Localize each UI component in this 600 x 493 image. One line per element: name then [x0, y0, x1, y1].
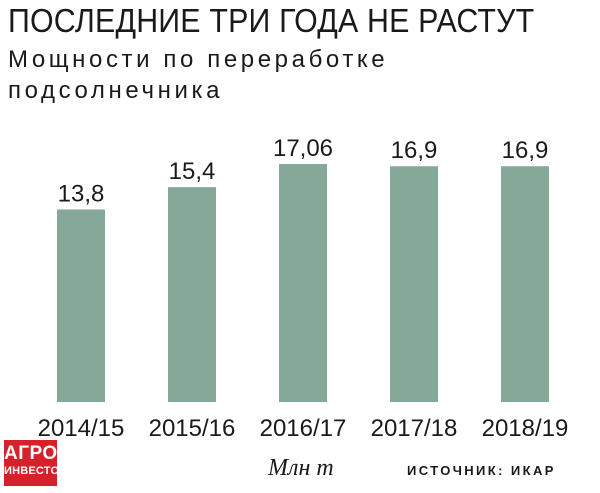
logo-line-2: ИНВЕСТОР [4, 465, 67, 477]
value-label: 16,9 [391, 137, 438, 164]
source-note: ИСТОЧНИК: ИКАР [407, 463, 556, 478]
logo-line-1: АГРО [4, 443, 58, 464]
x-tick-label: 2018/19 [482, 415, 569, 442]
unit-label: Млн т [268, 455, 334, 481]
x-tick-label: 2015/16 [149, 415, 236, 442]
value-label: 16,9 [502, 137, 549, 164]
value-label: 15,4 [169, 158, 216, 185]
chart-title: ПОСЛЕДНИЕ ТРИ ГОДА НЕ РАСТУТ [8, 2, 535, 39]
chart-subtitle: Мощности по переработке подсолнечника [8, 46, 389, 104]
bar-2015-16 [168, 187, 216, 402]
x-tick-label: 2016/17 [260, 415, 347, 442]
bar-2017-18 [390, 166, 438, 402]
x-tick-label: 2017/18 [371, 415, 458, 442]
value-label: 13,8 [58, 180, 105, 207]
agroinvestor-logo: АГРО ИНВЕСТОР [4, 440, 67, 486]
bar-2016-17 [279, 164, 327, 402]
bar-2018-19 [501, 166, 549, 402]
value-label: 17,06 [273, 135, 333, 162]
bar-2014-15 [57, 209, 105, 402]
x-tick-label: 2014/15 [38, 415, 125, 442]
